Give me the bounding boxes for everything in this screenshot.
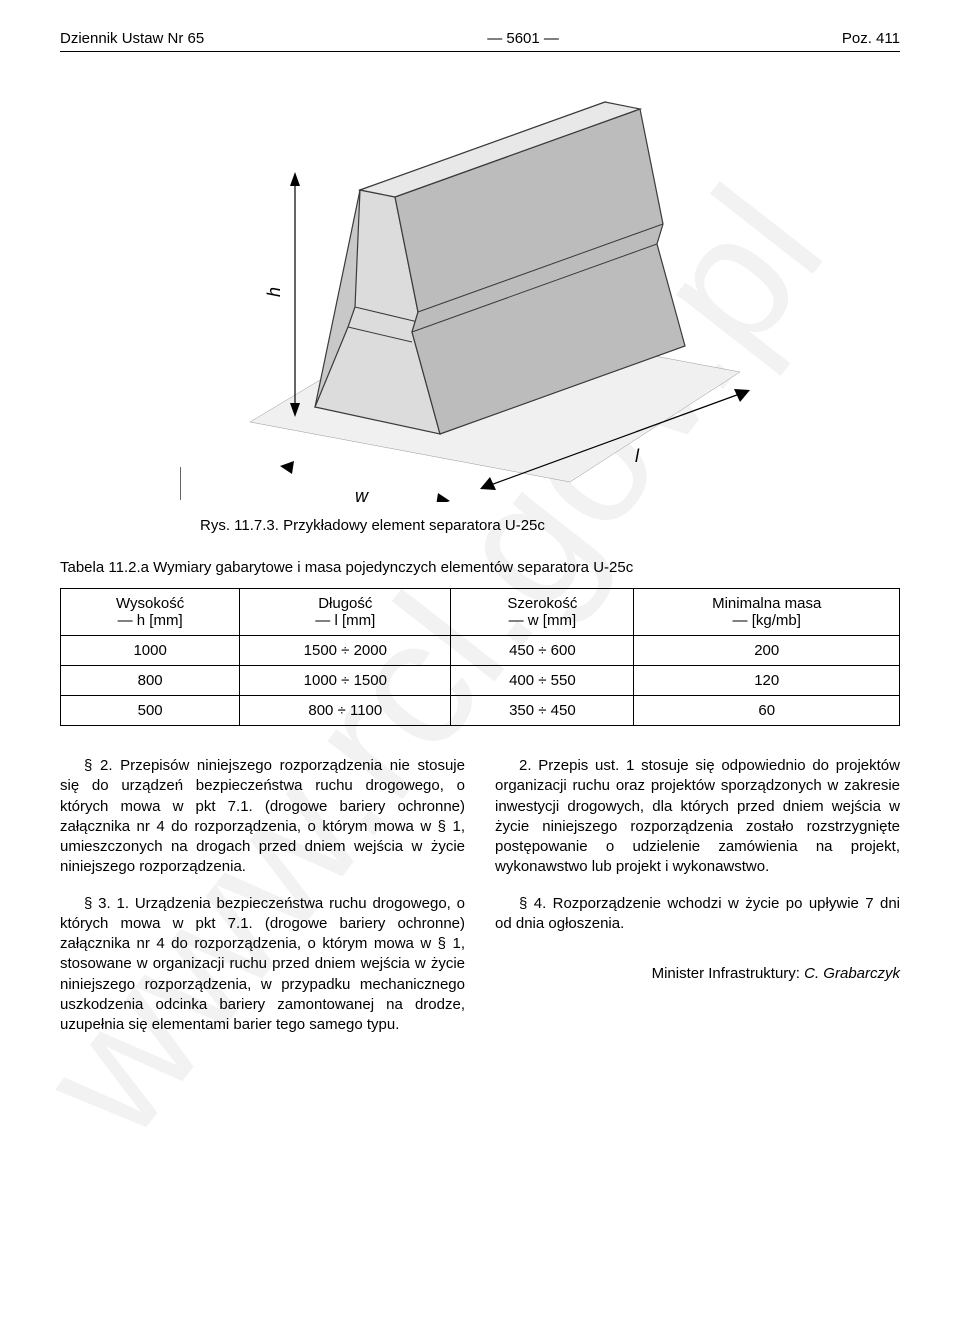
- cell: 1500 ÷ 2000: [240, 636, 451, 666]
- cell: 1000 ÷ 1500: [240, 666, 451, 696]
- dimensions-table: Wysokość — h [mm] Długość — l [mm] Szero…: [60, 588, 900, 726]
- header-center: — 5601 —: [487, 30, 559, 47]
- signature: Minister Infrastruktury: C. Grabarczyk: [495, 964, 900, 984]
- cell: 350 ÷ 450: [451, 696, 634, 726]
- table-header-row: Wysokość — h [mm] Długość — l [mm] Szero…: [61, 589, 900, 636]
- cell: 800: [61, 666, 240, 696]
- table-row: 800 1000 ÷ 1500 400 ÷ 550 120: [61, 666, 900, 696]
- page-header: Dziennik Ustaw Nr 65 — 5601 — Poz. 411: [60, 30, 900, 52]
- th-length: Długość — l [mm]: [240, 589, 451, 636]
- th-height: Wysokość — h [mm]: [61, 589, 240, 636]
- table-caption: Tabela 11.2.a Wymiary gabarytowe i masa …: [60, 559, 900, 576]
- text-columns: § 2. Przepisów niniejszego rozporządzeni…: [60, 756, 900, 1051]
- cell: 60: [634, 696, 900, 726]
- header-left: Dziennik Ustaw Nr 65: [60, 30, 204, 47]
- figure-caption: Rys. 11.7.3. Przykładowy element separat…: [200, 517, 900, 534]
- svg-text:h: h: [264, 287, 284, 297]
- para-s2: § 2. Przepisów niniejszego rozporządzeni…: [60, 756, 465, 878]
- cell: 200: [634, 636, 900, 666]
- sig-name: C. Grabarczyk: [804, 965, 900, 982]
- svg-text:w: w: [355, 486, 369, 502]
- th-mass: Minimalna masa — [kg/mb]: [634, 589, 900, 636]
- svg-text:l: l: [635, 446, 640, 466]
- left-column: § 2. Przepisów niniejszego rozporządzeni…: [60, 756, 465, 1051]
- para-s3: § 3. 1. Urządzenia bezpieczeństwa ruchu …: [60, 894, 465, 1036]
- cell: 500: [61, 696, 240, 726]
- table-row: 1000 1500 ÷ 2000 450 ÷ 600 200: [61, 636, 900, 666]
- header-right: Poz. 411: [842, 30, 900, 47]
- para-s3-2: 2. Przepis ust. 1 stosuje się odpowiedni…: [495, 756, 900, 878]
- cell: 1000: [61, 636, 240, 666]
- cell: 450 ÷ 600: [451, 636, 634, 666]
- right-column: 2. Przepis ust. 1 stosuje się odpowiedni…: [495, 756, 900, 1051]
- cell: 400 ÷ 550: [451, 666, 634, 696]
- sig-title: Minister Infrastruktury:: [652, 965, 805, 982]
- cell: 120: [634, 666, 900, 696]
- th-width: Szerokość — w [mm]: [451, 589, 634, 636]
- separator-diagram: h w l: [60, 82, 900, 502]
- cell: 800 ÷ 1100: [240, 696, 451, 726]
- para-s4: § 4. Rozporządzenie wchodzi w życie po u…: [495, 894, 900, 935]
- table-row: 500 800 ÷ 1100 350 ÷ 450 60: [61, 696, 900, 726]
